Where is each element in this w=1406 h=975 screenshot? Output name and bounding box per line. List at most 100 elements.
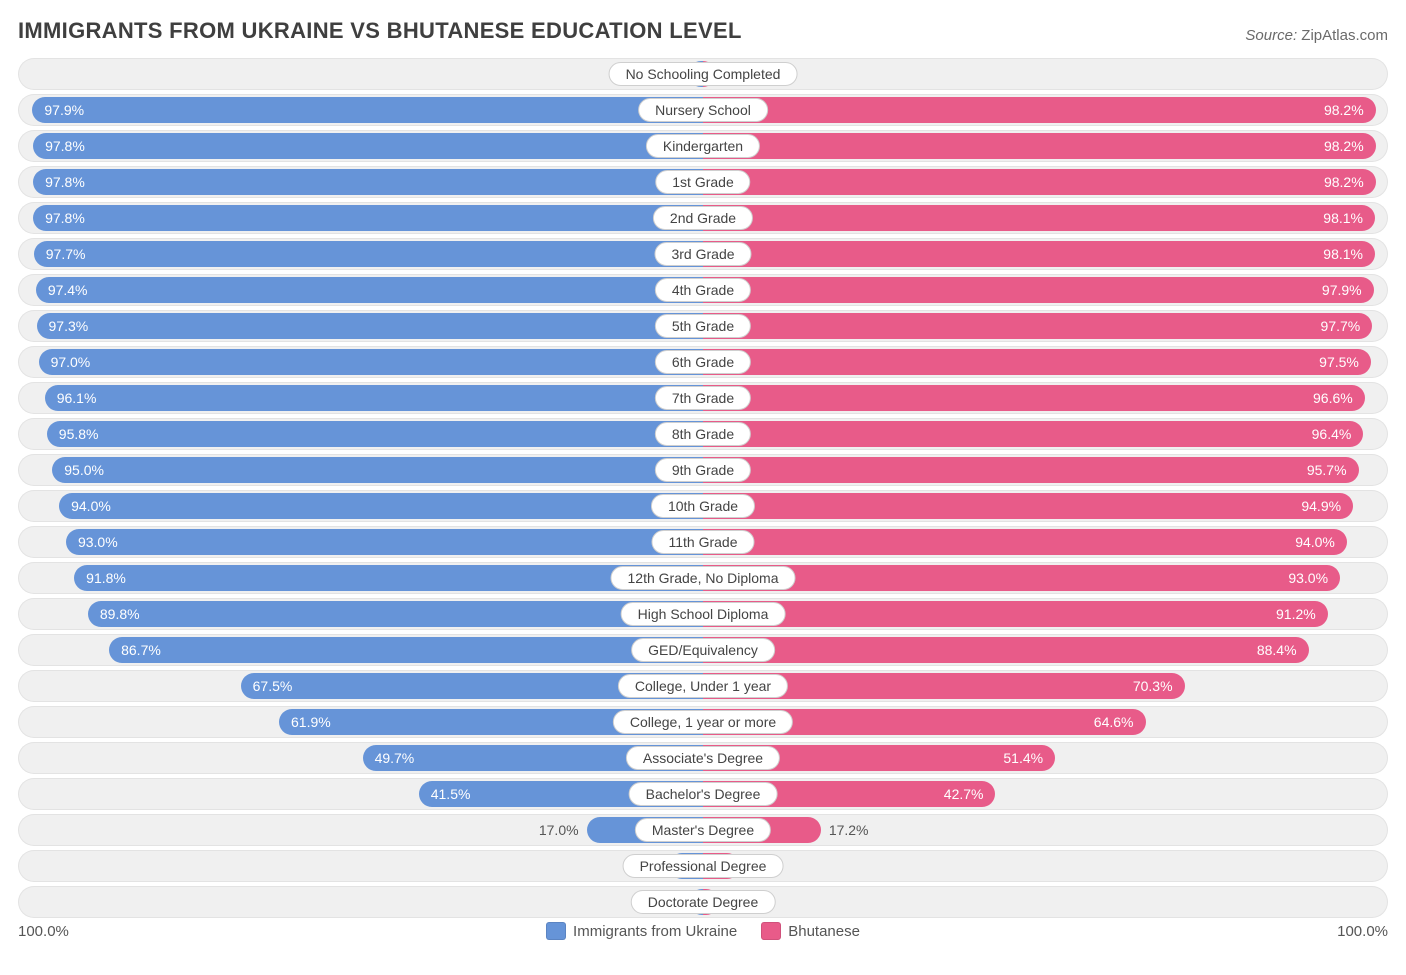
chart-row: 96.1%96.6%7th Grade <box>18 382 1388 414</box>
value-left: 41.5% <box>431 786 471 802</box>
source-label: Source: <box>1245 27 1297 44</box>
value-right: 96.4% <box>1312 426 1352 442</box>
chart-header: IMMIGRANTS FROM UKRAINE VS BHUTANESE EDU… <box>18 18 1388 44</box>
value-right: 96.6% <box>1313 390 1353 406</box>
category-label: No Schooling Completed <box>609 62 798 86</box>
bar-left: 94.0% <box>59 493 703 519</box>
chart-row: 5.0%5.4%Professional Degree <box>18 850 1388 882</box>
chart-row: 97.4%97.9%4th Grade <box>18 274 1388 306</box>
category-label: 2nd Grade <box>653 206 753 230</box>
chart-row: 89.8% 91.2% High School Diploma <box>18 598 1388 630</box>
bar-right: 98.1% <box>703 241 1375 267</box>
bar-right: 88.4% <box>703 637 1309 663</box>
value-right: 98.1% <box>1323 210 1363 226</box>
value-right: 97.7% <box>1321 318 1361 334</box>
category-label: Master's Degree <box>635 818 771 842</box>
bar-right: 98.2% <box>703 97 1376 123</box>
chart-row: 97.3%97.7%5th Grade <box>18 310 1388 342</box>
category-label: College, 1 year or more <box>613 710 793 734</box>
value-left: 97.8% <box>45 174 85 190</box>
chart-row: 49.7%51.4%Associate's Degree <box>18 742 1388 774</box>
bar-right: 96.6% <box>703 385 1365 411</box>
category-label: Doctorate Degree <box>631 890 776 914</box>
chart-footer: 100.0% Immigrants from Ukraine Bhutanese… <box>18 922 1388 940</box>
value-right: 70.3% <box>1133 678 1173 694</box>
value-right: 17.2% <box>821 817 881 843</box>
chart-row: 67.5%70.3%College, Under 1 year <box>18 670 1388 702</box>
chart-row: 93.0%94.0%11th Grade <box>18 526 1388 558</box>
chart-row: 2.0%2.3%Doctorate Degree <box>18 886 1388 918</box>
chart-row: 2.2%1.8%No Schooling Completed <box>18 58 1388 90</box>
category-label: 8th Grade <box>655 422 751 446</box>
bar-left: 96.1% <box>45 385 703 411</box>
source-value: ZipAtlas.com <box>1301 27 1388 44</box>
chart-row: 17.0% 17.2% Master's Degree <box>18 814 1388 846</box>
value-left: 97.9% <box>44 102 84 118</box>
bar-left: 97.9% <box>32 97 703 123</box>
value-right: 42.7% <box>944 786 984 802</box>
chart-row: 94.0% 94.9%10th Grade <box>18 490 1388 522</box>
axis-max-right: 100.0% <box>1337 923 1388 940</box>
value-left: 97.8% <box>45 210 85 226</box>
chart-row: 61.9% 64.6% College, 1 year or more <box>18 706 1388 738</box>
legend-swatch-left <box>546 922 566 940</box>
bar-right: 91.2% <box>703 601 1328 627</box>
value-left: 95.8% <box>59 426 99 442</box>
value-left: 91.8% <box>86 570 126 586</box>
category-label: 10th Grade <box>651 494 755 518</box>
legend: Immigrants from Ukraine Bhutanese <box>69 922 1337 940</box>
value-right: 91.2% <box>1276 606 1316 622</box>
track-right <box>703 58 1388 90</box>
value-left: 61.9% <box>291 714 331 730</box>
bar-right: 96.4% <box>703 421 1363 447</box>
bar-left: 97.8% <box>33 133 703 159</box>
category-label: Professional Degree <box>623 854 784 878</box>
value-left: 97.4% <box>48 282 88 298</box>
track-right <box>703 850 1388 882</box>
category-label: 11th Grade <box>651 530 754 554</box>
value-left: 89.8% <box>100 606 140 622</box>
bar-right: 98.2% <box>703 133 1376 159</box>
value-left: 97.3% <box>49 318 89 334</box>
bar-right: 93.0% <box>703 565 1340 591</box>
track-right <box>703 886 1388 918</box>
legend-item-left: Immigrants from Ukraine <box>546 922 737 940</box>
bar-left: 95.0% <box>52 457 703 483</box>
value-right: 64.6% <box>1094 714 1134 730</box>
value-right: 97.9% <box>1322 282 1362 298</box>
bar-left: 95.8% <box>47 421 703 447</box>
category-label: GED/Equivalency <box>631 638 775 662</box>
chart-row: 97.8% 98.2%1st Grade <box>18 166 1388 198</box>
bar-right: 98.2% <box>703 169 1376 195</box>
value-right: 98.1% <box>1323 246 1363 262</box>
value-right: 98.2% <box>1324 138 1364 154</box>
value-right: 88.4% <box>1257 642 1297 658</box>
category-label: Kindergarten <box>646 134 760 158</box>
value-left: 94.0% <box>71 498 111 514</box>
category-label: 12th Grade, No Diploma <box>611 566 796 590</box>
category-label: Nursery School <box>638 98 768 122</box>
chart-row: 95.0%95.7%9th Grade <box>18 454 1388 486</box>
value-left: 86.7% <box>121 642 161 658</box>
category-label: 3rd Grade <box>654 242 751 266</box>
bar-left: 97.3% <box>37 313 704 339</box>
chart-row: 41.5%42.7%Bachelor's Degree <box>18 778 1388 810</box>
bar-right: 98.1% <box>703 205 1375 231</box>
bar-left: 97.8% <box>33 205 703 231</box>
diverging-bar-chart: 2.2%1.8%No Schooling Completed 97.9% 98.2%… <box>18 58 1388 918</box>
bar-right: 97.5% <box>703 349 1371 375</box>
value-right: 98.2% <box>1324 102 1364 118</box>
category-label: High School Diploma <box>621 602 786 626</box>
legend-swatch-right <box>761 922 781 940</box>
bar-right: 97.7% <box>703 313 1372 339</box>
chart-row: 97.8% 98.1% 2nd Grade <box>18 202 1388 234</box>
bar-left: 97.4% <box>36 277 703 303</box>
bar-left: 97.0% <box>39 349 703 375</box>
legend-label-left: Immigrants from Ukraine <box>573 923 737 940</box>
value-left: 97.8% <box>45 138 85 154</box>
value-left: 17.0% <box>527 817 587 843</box>
bar-right: 94.9% <box>703 493 1353 519</box>
category-label: 1st Grade <box>655 170 750 194</box>
category-label: 6th Grade <box>655 350 751 374</box>
value-left: 67.5% <box>253 678 293 694</box>
